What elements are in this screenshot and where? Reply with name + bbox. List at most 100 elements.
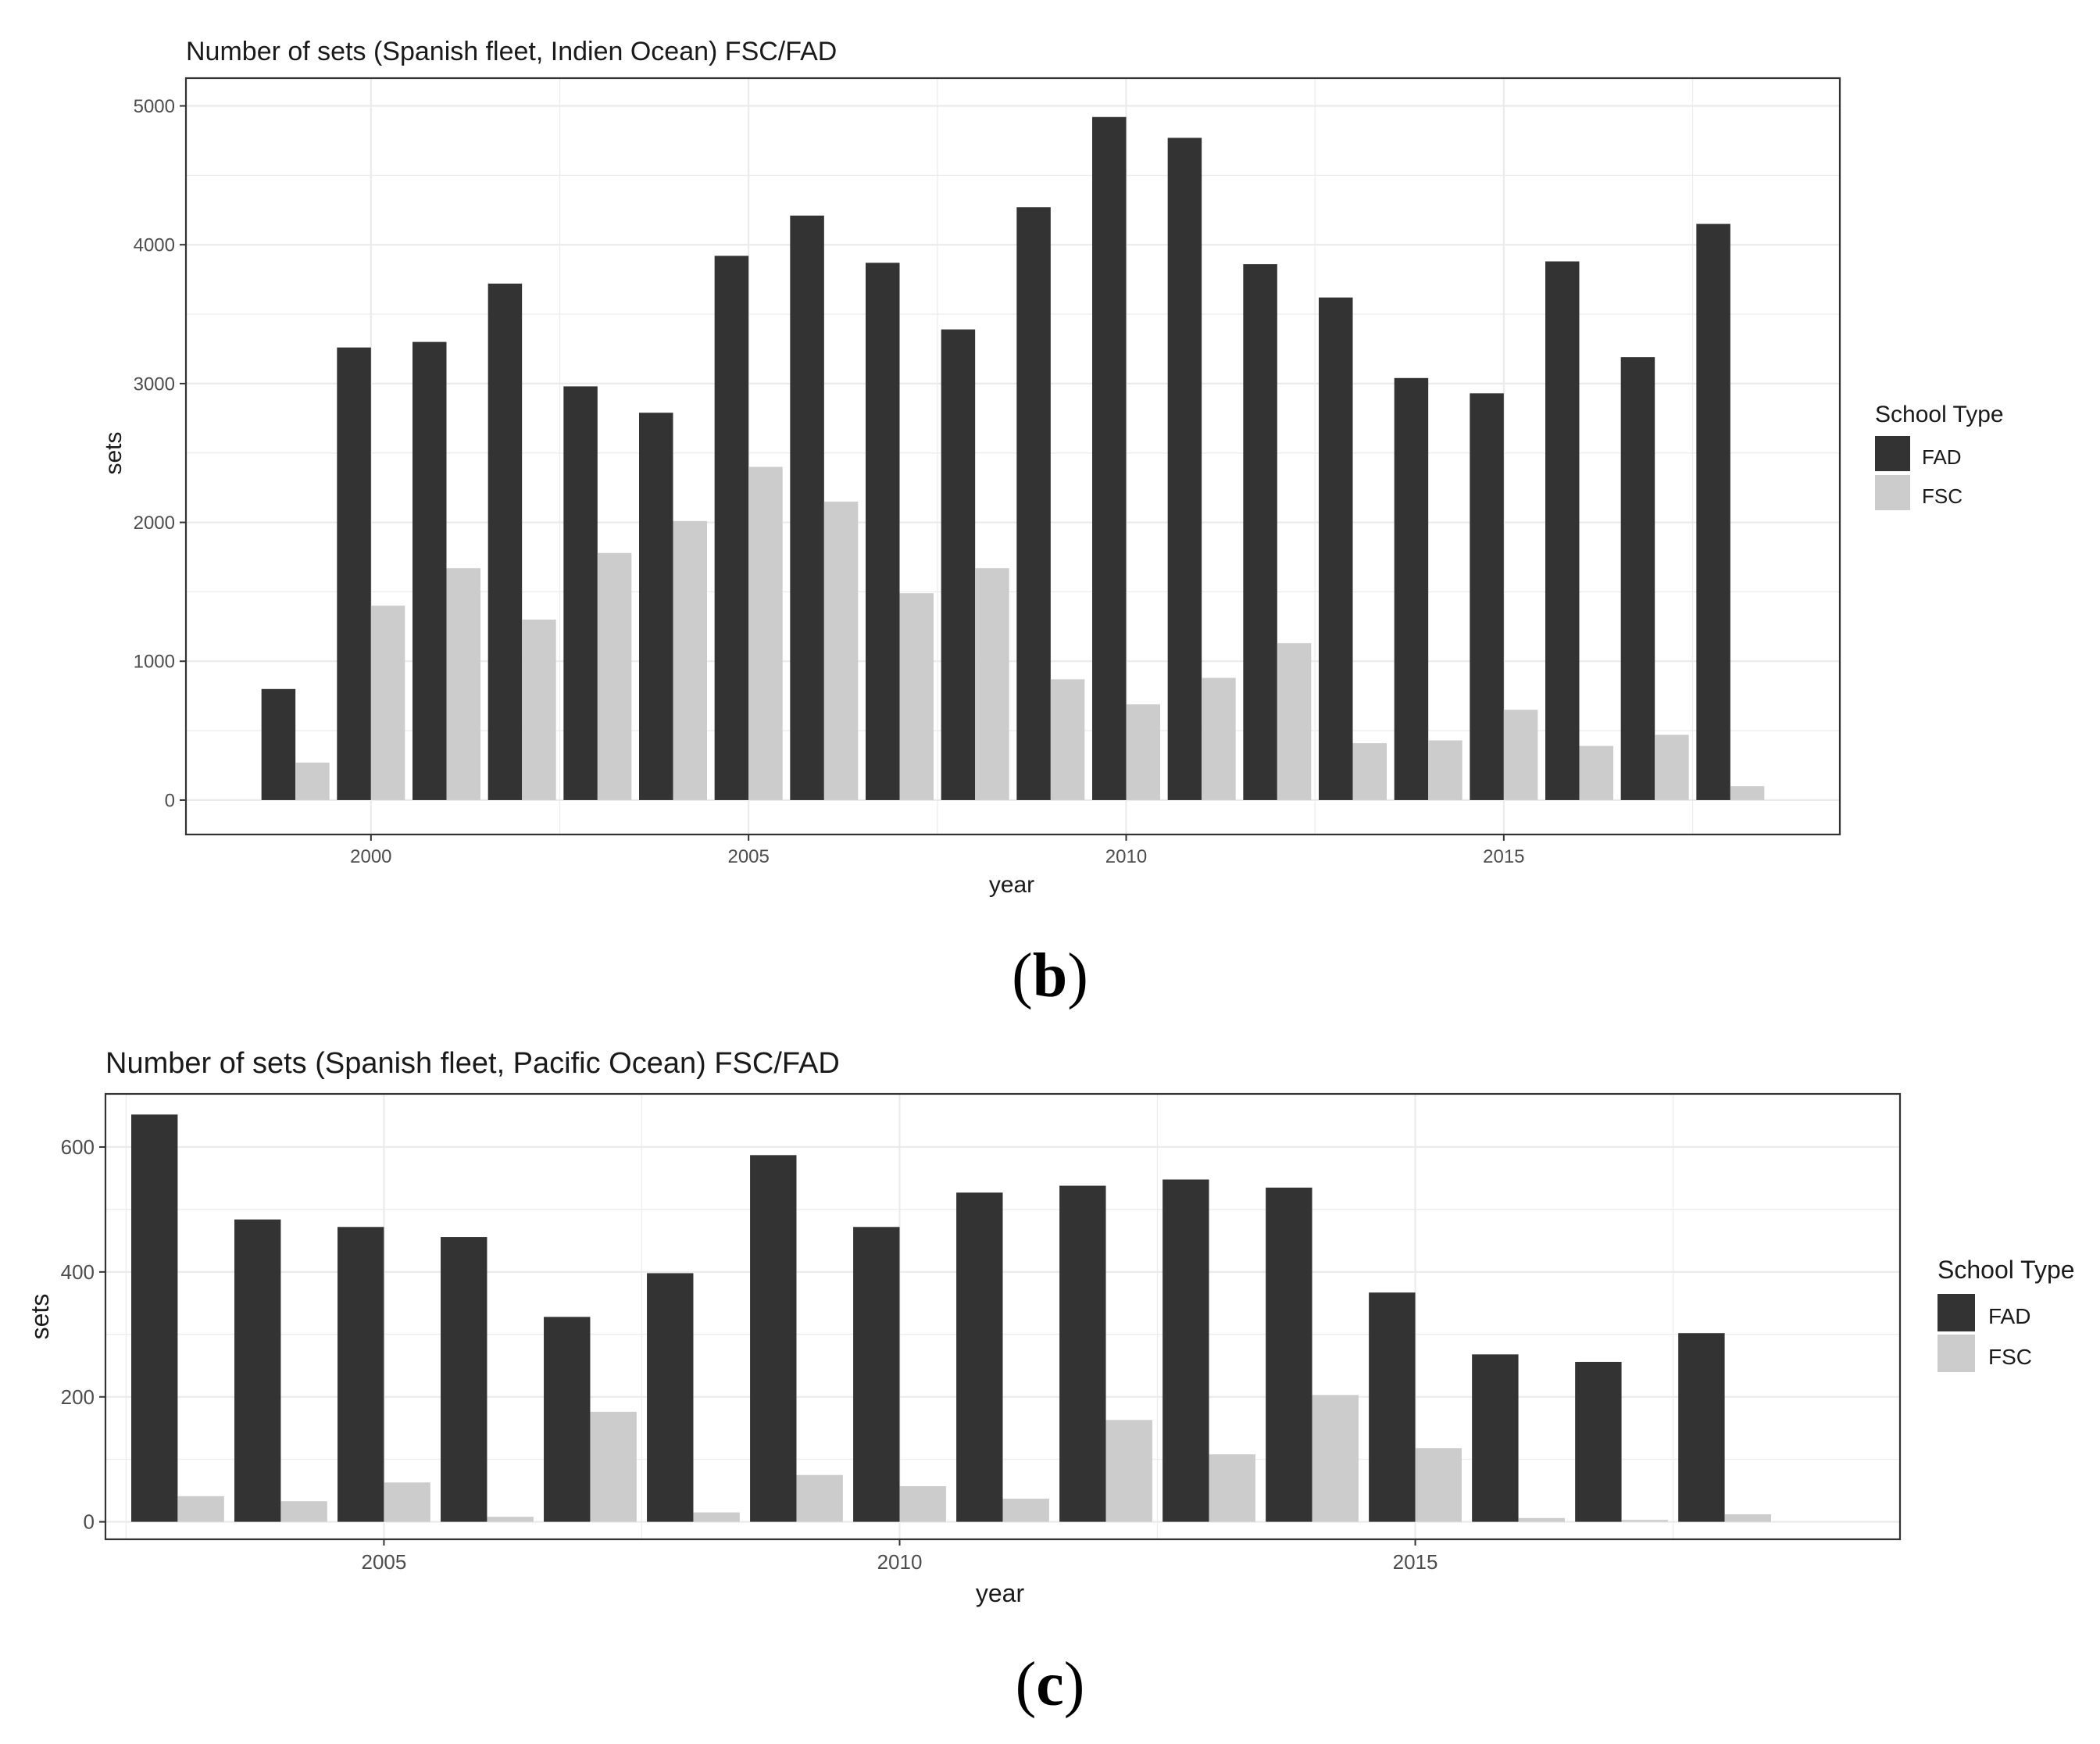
legend-swatch-fsc — [1875, 475, 1910, 510]
bar-fad-2007 — [544, 1317, 591, 1522]
bar-fsc-2016 — [1579, 745, 1613, 800]
legend-title: School Type — [1938, 1256, 2075, 1284]
bar-fsc-2010 — [1126, 704, 1160, 800]
bar-fad-2016 — [1545, 261, 1580, 800]
x-tick-label: 2005 — [727, 846, 769, 867]
bar-fsc-2013 — [1352, 743, 1387, 800]
panel-label-open: ( — [1012, 942, 1033, 1010]
bar-fad-2017 — [1620, 357, 1655, 800]
bar-fad-2017 — [1575, 1361, 1622, 1522]
bar-fad-2012 — [1059, 1185, 1106, 1522]
bar-fad-1999 — [261, 688, 296, 800]
chart-indian-ocean: Number of sets (Spanish fleet, Indien Oc… — [101, 37, 2004, 1010]
panel-label: (c) — [1016, 1650, 1085, 1719]
legend-label-fad: FAD — [1922, 445, 1962, 469]
bar-fsc-2008 — [693, 1512, 740, 1522]
legend-title: School Type — [1875, 402, 2004, 427]
legend-swatch-fad — [1938, 1294, 1975, 1331]
bar-fsc-2017 — [1655, 734, 1689, 800]
bar-fad-2015 — [1369, 1292, 1416, 1522]
bar-fsc-2007 — [899, 593, 934, 800]
y-tick-label: 2000 — [134, 513, 175, 534]
panel-label-close: ) — [1064, 1650, 1085, 1719]
panel-label: (b) — [1012, 942, 1088, 1010]
bar-fsc-2018 — [1724, 1514, 1771, 1522]
bar-fsc-2006 — [487, 1517, 534, 1522]
bar-fad-2006 — [790, 215, 824, 800]
y-tick-label: 0 — [165, 790, 175, 811]
y-axis-title: sets — [101, 431, 127, 474]
x-tick-label: 2015 — [1483, 846, 1524, 867]
bar-fsc-2018 — [1730, 786, 1765, 800]
bar-fsc-2000 — [370, 606, 405, 800]
y-tick-label: 1000 — [134, 652, 175, 673]
bar-fsc-2009 — [796, 1474, 843, 1522]
bar-fad-2010 — [853, 1227, 900, 1522]
bar-fad-2016 — [1472, 1354, 1519, 1522]
bar-fsc-2008 — [975, 568, 1009, 800]
x-tick-label: 2015 — [1393, 1550, 1438, 1574]
bar-fsc-2013 — [1209, 1454, 1255, 1522]
bar-fad-2000 — [337, 347, 371, 800]
bar-fsc-2011 — [1002, 1499, 1049, 1522]
bar-fad-2004 — [234, 1219, 281, 1522]
bar-fad-2018 — [1696, 223, 1730, 800]
y-tick-label: 5000 — [134, 96, 175, 117]
bar-fad-2011 — [1167, 138, 1202, 800]
legend-label-fsc: FSC — [1922, 484, 1962, 508]
bar-fsc-2002 — [522, 619, 556, 800]
bar-fsc-2005 — [748, 466, 783, 800]
bar-fsc-2015 — [1503, 709, 1538, 800]
bar-fad-2008 — [647, 1273, 694, 1522]
bar-fsc-2004 — [280, 1501, 327, 1522]
bar-fsc-2017 — [1621, 1520, 1668, 1522]
y-tick-label: 0 — [84, 1510, 95, 1534]
x-tick-label: 2010 — [1105, 846, 1147, 867]
x-tick-label: 2000 — [350, 846, 391, 867]
bar-fsc-2012 — [1277, 643, 1312, 800]
x-tick-label: 2005 — [362, 1550, 407, 1574]
legend-label-fad: FAD — [1988, 1304, 2030, 1328]
chart-title: Number of sets (Spanish fleet, Indien Oc… — [186, 37, 837, 66]
bar-fad-2005 — [338, 1227, 384, 1522]
bar-fsc-2014 — [1312, 1395, 1359, 1522]
y-tick-label: 400 — [61, 1260, 95, 1284]
chart-pacific-ocean: Number of sets (Spanish fleet, Pacific O… — [26, 1047, 2075, 1719]
bar-fad-2012 — [1243, 264, 1277, 800]
panel-label-letter: c — [1036, 1650, 1064, 1719]
bar-fad-2002 — [488, 283, 523, 800]
panel-border — [104, 1092, 1902, 1541]
y-tick-label: 3000 — [134, 373, 175, 395]
bar-fsc-2009 — [1050, 679, 1085, 800]
panel-border — [184, 77, 1841, 836]
legend: School Type FAD FSC — [1875, 402, 2004, 510]
bar-fad-2013 — [1162, 1179, 1209, 1522]
y-tick-label: 600 — [61, 1135, 95, 1159]
plot-area: 0 1000 2000 3000 4000 5000 2000 2005 2010 2015 — [134, 77, 1841, 867]
x-axis-title: year — [976, 1579, 1025, 1607]
bar-fsc-2001 — [446, 568, 480, 800]
bar-fad-2011 — [956, 1192, 1003, 1522]
bar-fsc-2005 — [384, 1482, 430, 1522]
bar-fsc-2007 — [590, 1411, 637, 1522]
bar-fad-2009 — [1016, 207, 1051, 800]
bar-fad-2014 — [1266, 1187, 1312, 1522]
bar-fsc-2006 — [823, 501, 859, 800]
bar-fsc-2016 — [1518, 1517, 1565, 1522]
bar-fad-2013 — [1319, 297, 1353, 800]
legend: School Type FAD FSC — [1938, 1256, 2075, 1372]
bar-fad-2005 — [714, 256, 749, 800]
panel-label-letter: b — [1033, 942, 1068, 1010]
bar-fad-2006 — [441, 1237, 488, 1522]
bar-fad-2014 — [1394, 377, 1429, 800]
panel-label-open: ( — [1016, 1650, 1037, 1719]
plot-area: 0 200 400 600 2005 2010 2015 — [61, 1092, 1902, 1574]
bar-fsc-2015 — [1415, 1448, 1462, 1522]
bar-fad-2010 — [1092, 116, 1127, 800]
panel-label-close: ) — [1067, 942, 1088, 1010]
bar-fad-2003 — [563, 386, 598, 800]
bar-fsc-2014 — [1428, 740, 1462, 800]
x-axis-title: year — [989, 872, 1034, 898]
bar-fad-2008 — [941, 329, 976, 800]
